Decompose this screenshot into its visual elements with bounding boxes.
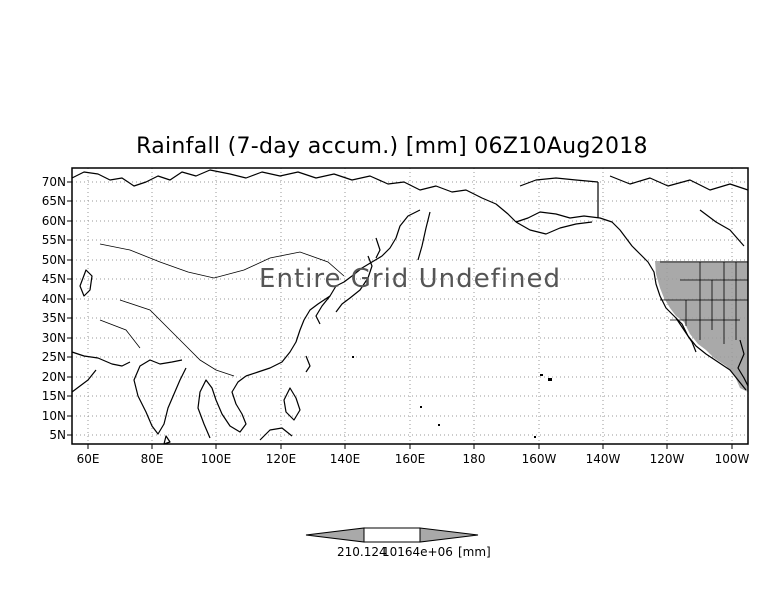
- lon-label-120w: 120W: [649, 452, 685, 466]
- lat-label-5n: 5N: [49, 428, 66, 442]
- colorbar-left-value: 210.124: [337, 545, 387, 559]
- lat-ticks: [67, 181, 72, 436]
- colorbar-right-triangle: [419, 527, 479, 543]
- lon-label-140e: 140E: [329, 452, 361, 466]
- lat-label-55n: 55N: [41, 233, 66, 247]
- colorbar-unit: [mm]: [458, 545, 491, 559]
- lat-label-35n: 35N: [41, 311, 66, 325]
- lon-label-140w: 140W: [585, 452, 621, 466]
- colorbar-left-triangle: [305, 527, 365, 543]
- lon-ticks: [87, 444, 733, 449]
- lat-label-15n: 15N: [41, 389, 66, 403]
- political-boundaries: [99, 243, 748, 377]
- colorbar-mid-value: 10164e+06: [382, 545, 453, 559]
- lat-label-30n: 30N: [41, 331, 66, 345]
- lon-label-160e: 160E: [394, 452, 426, 466]
- colorbar-middle-box: [363, 527, 421, 543]
- lat-label-40n: 40N: [41, 292, 66, 306]
- coastlines: [71, 169, 749, 445]
- graticule: [72, 168, 748, 444]
- undefined-grid-notice: Entire Grid Undefined: [259, 264, 561, 294]
- pacific-islands: [352, 356, 552, 438]
- lat-label-50n: 50N: [41, 253, 66, 267]
- lon-label-100w: 100W: [714, 452, 750, 466]
- colorbar: [305, 527, 479, 543]
- lat-label-60n: 60N: [41, 214, 66, 228]
- lat-label-20n: 20N: [41, 370, 66, 384]
- lon-label-120e: 120E: [265, 452, 297, 466]
- lat-label-10n: 10N: [41, 409, 66, 423]
- lon-label-160w: 160W: [521, 452, 557, 466]
- lat-label-70n: 70N: [41, 175, 66, 189]
- shaded-land-region: [655, 261, 748, 392]
- lat-label-45n: 45N: [41, 272, 66, 286]
- map-title: Rainfall (7-day accum.) [mm] 06Z10Aug201…: [136, 134, 648, 159]
- lon-label-180: 180: [462, 452, 486, 466]
- lat-label-25n: 25N: [41, 350, 66, 364]
- lat-label-65n: 65N: [41, 194, 66, 208]
- lon-label-100e: 100E: [200, 452, 232, 466]
- map-frame: [71, 167, 749, 445]
- lon-label-60e: 60E: [76, 452, 100, 466]
- lon-label-80e: 80E: [140, 452, 164, 466]
